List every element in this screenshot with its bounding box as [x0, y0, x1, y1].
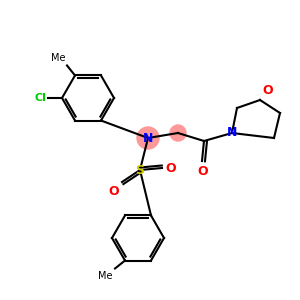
Circle shape	[137, 127, 159, 149]
Text: O: O	[165, 161, 175, 175]
Circle shape	[170, 125, 186, 141]
Text: N: N	[143, 131, 153, 145]
Text: Me: Me	[98, 271, 113, 281]
Text: O: O	[108, 185, 119, 198]
Text: O: O	[262, 84, 273, 97]
Text: Me: Me	[52, 53, 66, 64]
Text: S: S	[136, 164, 145, 176]
Text: Cl: Cl	[34, 93, 46, 103]
Text: O: O	[198, 165, 208, 178]
Text: N: N	[227, 127, 237, 140]
